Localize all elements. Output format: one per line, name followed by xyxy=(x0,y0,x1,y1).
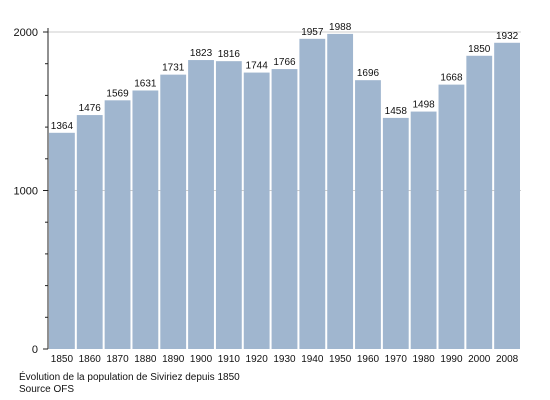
bar xyxy=(466,55,493,350)
y-tick-label: 1000 xyxy=(14,186,38,198)
x-tick-label: 1940 xyxy=(301,354,324,365)
bar xyxy=(132,90,159,349)
data-label: 1696 xyxy=(357,68,380,79)
x-tick-label: 1970 xyxy=(385,354,408,365)
x-tick-label: 2008 xyxy=(496,354,519,365)
x-tick-label: 1890 xyxy=(162,354,185,365)
x-tick-label: 1920 xyxy=(246,354,269,365)
bar xyxy=(355,80,381,350)
bar xyxy=(76,115,103,349)
data-label: 1569 xyxy=(106,88,129,99)
bar xyxy=(438,84,465,349)
data-label: 1816 xyxy=(218,49,241,60)
bar xyxy=(494,42,520,349)
x-tick-label: 1980 xyxy=(412,354,435,365)
bar xyxy=(271,69,298,350)
axes: 0 1000 2000 1850 1860 1870 1880 1890 1900 1910 192… xyxy=(14,27,519,365)
x-tick-label: 2000 xyxy=(468,354,491,365)
bar xyxy=(327,33,354,349)
x-tick-label: 1860 xyxy=(79,354,102,365)
data-label: 1498 xyxy=(412,100,435,111)
y-tick-label: 0 xyxy=(32,344,38,356)
chart-caption-title: Évolution de la population de Siviriez d… xyxy=(19,372,240,383)
bar xyxy=(215,61,242,349)
data-label: 1458 xyxy=(385,106,408,117)
data-label: 1364 xyxy=(51,121,74,132)
chart-caption-source: Source OFS xyxy=(19,384,75,395)
data-label: 1668 xyxy=(440,73,463,84)
data-label: 1476 xyxy=(79,103,102,114)
x-tick-label: 1870 xyxy=(106,354,129,365)
bar xyxy=(188,60,214,349)
data-label: 1631 xyxy=(134,78,157,89)
data-label: 1850 xyxy=(468,44,491,55)
x-tick-label: 1850 xyxy=(51,354,74,365)
data-labels: 1364 1476 1569 1631 1731 1823 1816 1744 1766 1957… xyxy=(51,22,519,132)
x-tick-label: 1910 xyxy=(218,354,241,365)
x-tick-label: 1900 xyxy=(190,354,213,365)
data-label: 1932 xyxy=(496,31,519,42)
x-tick-label: 1880 xyxy=(134,354,157,365)
data-label: 1988 xyxy=(329,22,352,33)
x-tick-label: 1990 xyxy=(440,354,463,365)
bar xyxy=(410,111,437,349)
bars xyxy=(49,33,520,350)
x-tick-label: 1930 xyxy=(273,354,296,365)
bar xyxy=(382,117,409,349)
data-label: 1731 xyxy=(162,63,185,74)
y-tick-label: 2000 xyxy=(14,27,38,39)
data-label: 1823 xyxy=(190,48,213,59)
bar xyxy=(104,100,131,349)
bar xyxy=(160,74,187,349)
data-label: 1957 xyxy=(301,27,324,38)
data-label: 1744 xyxy=(246,61,269,72)
bar xyxy=(243,72,270,350)
x-tick-label: 1950 xyxy=(329,354,352,365)
bar xyxy=(49,132,75,349)
bar xyxy=(299,38,326,350)
x-tick-label: 1960 xyxy=(357,354,380,365)
data-label: 1766 xyxy=(273,57,296,68)
